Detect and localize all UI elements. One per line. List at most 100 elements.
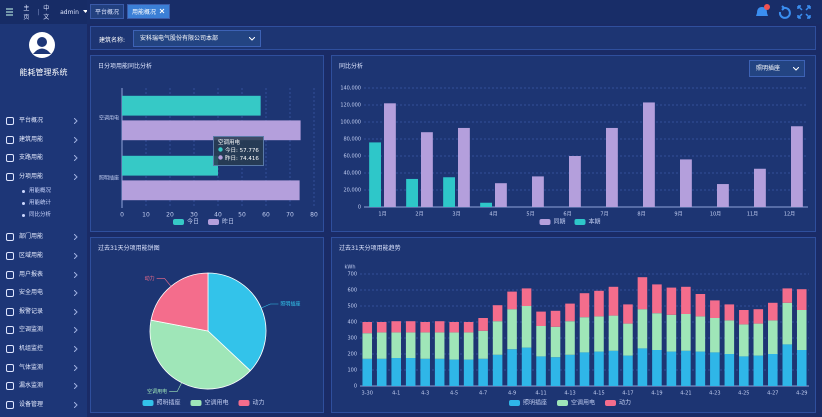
menu-item[interactable]: 区域用能	[6, 250, 84, 262]
menu-item[interactable]: 安全用电	[6, 287, 84, 299]
building-select[interactable]: 安科瑞电气股份有限公司本部	[133, 30, 261, 47]
x-tick-label: 20	[166, 212, 174, 219]
menu-icon	[6, 345, 14, 353]
menu-item[interactable]: 用户报表	[6, 269, 84, 281]
bar-segment	[579, 317, 590, 353]
fullscreen-icon[interactable]	[797, 5, 811, 19]
y-tick-label: 空调用电	[99, 115, 119, 122]
bar-segment	[623, 355, 633, 386]
bullet-dot	[22, 201, 25, 205]
x-tick-label: 4-3	[421, 391, 429, 397]
menu-icon	[6, 117, 14, 125]
bar	[606, 127, 618, 207]
menu-item[interactable]: 机组监控	[6, 343, 84, 355]
bar-segment	[637, 348, 648, 386]
menu-icon	[6, 400, 14, 409]
x-tick-label: 10	[142, 212, 150, 219]
y-tick-label: 300	[347, 336, 357, 342]
tab[interactable]: 平台概况	[90, 4, 125, 19]
menu-item[interactable]: 报警记录	[6, 306, 84, 318]
menu-item[interactable]: 分项用能	[6, 171, 84, 183]
menu-item[interactable]: 气体监测	[6, 362, 84, 374]
menu-label: 用户报表	[19, 270, 44, 278]
bar-segment	[768, 320, 778, 354]
chart-title: 日分项用能同比分析	[98, 63, 153, 70]
icon-shape	[6, 270, 14, 279]
y-tick-label: 200	[347, 352, 357, 358]
slice-label: 照明插座	[280, 300, 300, 307]
bar-segment	[710, 300, 720, 318]
menu-item[interactable]: 平台概况	[6, 115, 84, 127]
bar-segment	[376, 322, 387, 333]
menu-label: 区域用能	[19, 252, 44, 259]
bar-segment	[796, 350, 807, 386]
bar-segment	[739, 356, 749, 386]
bullet	[22, 213, 25, 217]
refresh-icon[interactable]	[778, 5, 791, 19]
chevron	[74, 155, 78, 162]
bar-segment	[753, 309, 764, 324]
menu-item[interactable]: 漏水监测	[6, 380, 84, 392]
bar	[532, 176, 544, 207]
bar-segment	[420, 358, 430, 386]
bullet-dot	[22, 189, 25, 193]
menu-item[interactable]: 空调监测	[6, 324, 84, 336]
tab-close[interactable]	[159, 8, 165, 14]
close-path	[159, 8, 165, 14]
bar-segment	[579, 293, 590, 318]
bar-segment	[666, 287, 677, 315]
bar-segment	[782, 344, 793, 386]
submenu-item[interactable]: 同比分析	[22, 210, 51, 220]
chart-title: 同比分析	[339, 63, 364, 70]
legend-label: 照明插座	[157, 399, 181, 407]
x-tick-label: 4-27	[767, 391, 778, 397]
select-caret	[249, 37, 255, 41]
y-tick-label: 100,000	[340, 120, 361, 126]
menu-item[interactable]: 设备管理	[6, 399, 84, 411]
bar-segment	[492, 321, 503, 355]
legend-label: 动力	[253, 399, 265, 407]
icon-shape	[6, 363, 14, 372]
bar-segment	[536, 311, 546, 326]
x-tick-label: 7月	[600, 212, 608, 218]
bar-segment	[753, 355, 764, 386]
submenu-label: 同比分析	[29, 212, 52, 219]
bar-segment	[768, 354, 778, 386]
bar-segment	[434, 358, 445, 386]
bar-segment	[376, 332, 387, 359]
bell-icon[interactable]	[756, 7, 768, 16]
x-tick-label: 9月	[674, 212, 682, 218]
menu-item[interactable]: 支路用能	[6, 152, 84, 164]
bar-segment	[565, 303, 575, 322]
x-tick-label: 12月	[784, 212, 795, 218]
legend-swatch	[557, 400, 568, 406]
tooltip-dot	[218, 155, 223, 160]
bar	[495, 183, 507, 207]
x-tick-label: 4-17	[622, 391, 633, 397]
chart-dropdown[interactable]: 照明插座	[749, 60, 805, 77]
bar-segment	[478, 358, 488, 386]
x-tick-label: 80	[310, 212, 318, 219]
menu-toggle[interactable]	[6, 8, 14, 16]
x-tick-label: 4-19	[651, 391, 662, 397]
menu-item[interactable]: 部门用能	[6, 231, 84, 243]
tab[interactable]: 用能概况	[127, 4, 171, 19]
y-tick-label: 700	[347, 272, 357, 278]
home-link[interactable]: 主页	[23, 5, 30, 21]
menu-item[interactable]: 建筑用能	[6, 134, 84, 146]
bar	[421, 132, 433, 207]
menu-icon	[6, 307, 14, 316]
bar-segment	[521, 306, 532, 348]
submenu-item[interactable]: 用能概况	[22, 186, 51, 196]
y-tick-label: 600	[347, 288, 357, 294]
x-tick-label: 4-7	[479, 391, 487, 397]
lang-link[interactable]: 中文	[43, 5, 50, 21]
legend-label: 空调用电	[205, 399, 229, 407]
bar-segment	[521, 347, 532, 386]
bar-segment	[463, 332, 474, 360]
chart-panel: 同比分析 0 20,000 40,000 60,000 80,000 100,000 120,…	[331, 55, 816, 232]
tooltip: 空调用电 今日: 57.776 昨日: 74.416	[213, 136, 264, 166]
submenu-item[interactable]: 用能统计	[22, 198, 51, 208]
user[interactable]: admin	[60, 8, 79, 16]
